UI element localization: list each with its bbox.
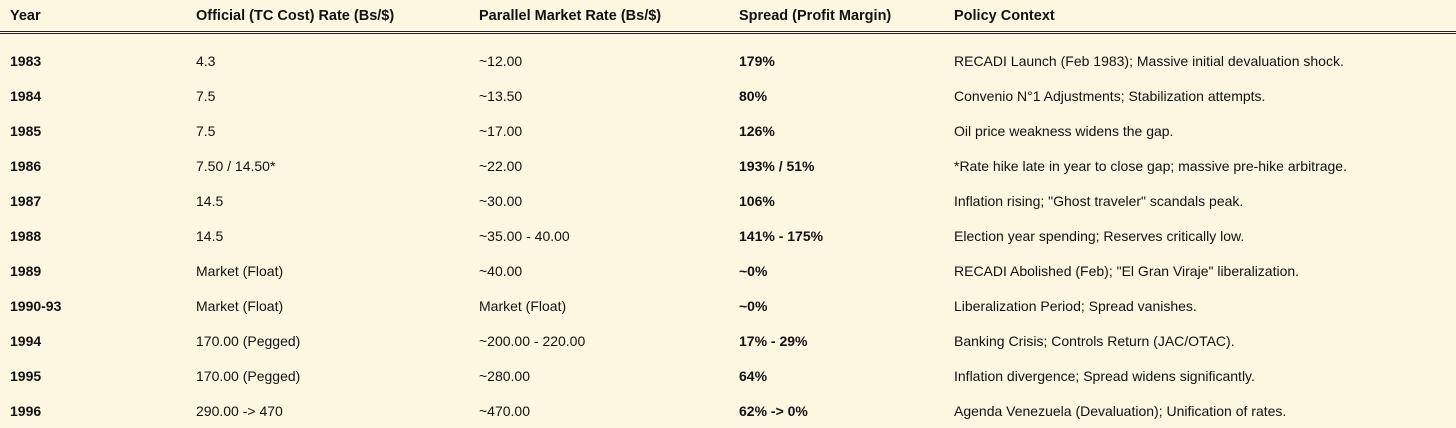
cell-year: 1989	[0, 253, 186, 288]
cell-parallel-rate: ~280.00	[469, 358, 729, 393]
cell-parallel-rate: ~17.00	[469, 113, 729, 148]
header-year: Year	[0, 0, 186, 33]
cell-policy-context: Agenda Venezuela (Devaluation); Unificat…	[944, 393, 1456, 428]
cell-official-rate: Market (Float)	[186, 253, 469, 288]
cell-spread: 80%	[729, 78, 944, 113]
cell-year: 1984	[0, 78, 186, 113]
table-header: Year Official (TC Cost) Rate (Bs/$) Para…	[0, 0, 1456, 33]
cell-year: 1985	[0, 113, 186, 148]
cell-spread: 106%	[729, 183, 944, 218]
header-spacer	[0, 33, 1456, 44]
cell-policy-context: RECADI Abolished (Feb); "El Gran Viraje"…	[944, 253, 1456, 288]
cell-parallel-rate: ~22.00	[469, 148, 729, 183]
cell-year: 1990-93	[0, 288, 186, 323]
cell-spread: ~0%	[729, 253, 944, 288]
cell-spread: 126%	[729, 113, 944, 148]
cell-policy-context: Liberalization Period; Spread vanishes.	[944, 288, 1456, 323]
header-parallel-rate: Parallel Market Rate (Bs/$)	[469, 0, 729, 33]
cell-year: 1994	[0, 323, 186, 358]
cell-parallel-rate: Market (Float)	[469, 288, 729, 323]
cell-policy-context: *Rate hike late in year to close gap; ma…	[944, 148, 1456, 183]
cell-year: 1987	[0, 183, 186, 218]
cell-official-rate: 7.5	[186, 78, 469, 113]
cell-spread: 141% - 175%	[729, 218, 944, 253]
cell-official-rate: 7.50 / 14.50*	[186, 148, 469, 183]
cell-policy-context: Election year spending; Reserves critica…	[944, 218, 1456, 253]
cell-policy-context: Convenio N°1 Adjustments; Stabilization …	[944, 78, 1456, 113]
cell-spread: ~0%	[729, 288, 944, 323]
cell-year: 1988	[0, 218, 186, 253]
cell-official-rate: 14.5	[186, 218, 469, 253]
cell-parallel-rate: ~35.00 - 40.00	[469, 218, 729, 253]
cell-policy-context: Oil price weakness widens the gap.	[944, 113, 1456, 148]
header-policy-context: Policy Context	[944, 0, 1456, 33]
cell-spread: 62% -> 0%	[729, 393, 944, 428]
cell-policy-context: RECADI Launch (Feb 1983); Massive initia…	[944, 43, 1456, 78]
cell-spread: 179%	[729, 43, 944, 78]
cell-year: 1986	[0, 148, 186, 183]
cell-official-rate: 170.00 (Pegged)	[186, 323, 469, 358]
cell-official-rate: 170.00 (Pegged)	[186, 358, 469, 393]
cell-parallel-rate: ~40.00	[469, 253, 729, 288]
spacer-cell	[0, 33, 1456, 44]
cell-official-rate: 4.3	[186, 43, 469, 78]
cell-year: 1996	[0, 393, 186, 428]
cell-policy-context: Inflation divergence; Spread widens sign…	[944, 358, 1456, 393]
cell-official-rate: 14.5	[186, 183, 469, 218]
cell-parallel-rate: ~30.00	[469, 183, 729, 218]
cell-parallel-rate: ~13.50	[469, 78, 729, 113]
header-spread: Spread (Profit Margin)	[729, 0, 944, 33]
cell-policy-context: Banking Crisis; Controls Return (JAC/OTA…	[944, 323, 1456, 358]
cell-spread: 17% - 29%	[729, 323, 944, 358]
cell-parallel-rate: ~200.00 - 220.00	[469, 323, 729, 358]
cell-year: 1995	[0, 358, 186, 393]
cell-year: 1983	[0, 43, 186, 78]
cell-parallel-rate: ~470.00	[469, 393, 729, 428]
cell-parallel-rate: ~12.00	[469, 43, 729, 78]
cell-spread: 64%	[729, 358, 944, 393]
cell-official-rate: 7.5	[186, 113, 469, 148]
cell-official-rate: Market (Float)	[186, 288, 469, 323]
header-official-rate: Official (TC Cost) Rate (Bs/$)	[186, 0, 469, 33]
cell-policy-context: Inflation rising; "Ghost traveler" scand…	[944, 183, 1456, 218]
header-row: Year Official (TC Cost) Rate (Bs/$) Para…	[0, 0, 1456, 33]
cell-spread: 193% / 51%	[729, 148, 944, 183]
cell-official-rate: 290.00 -> 470	[186, 393, 469, 428]
